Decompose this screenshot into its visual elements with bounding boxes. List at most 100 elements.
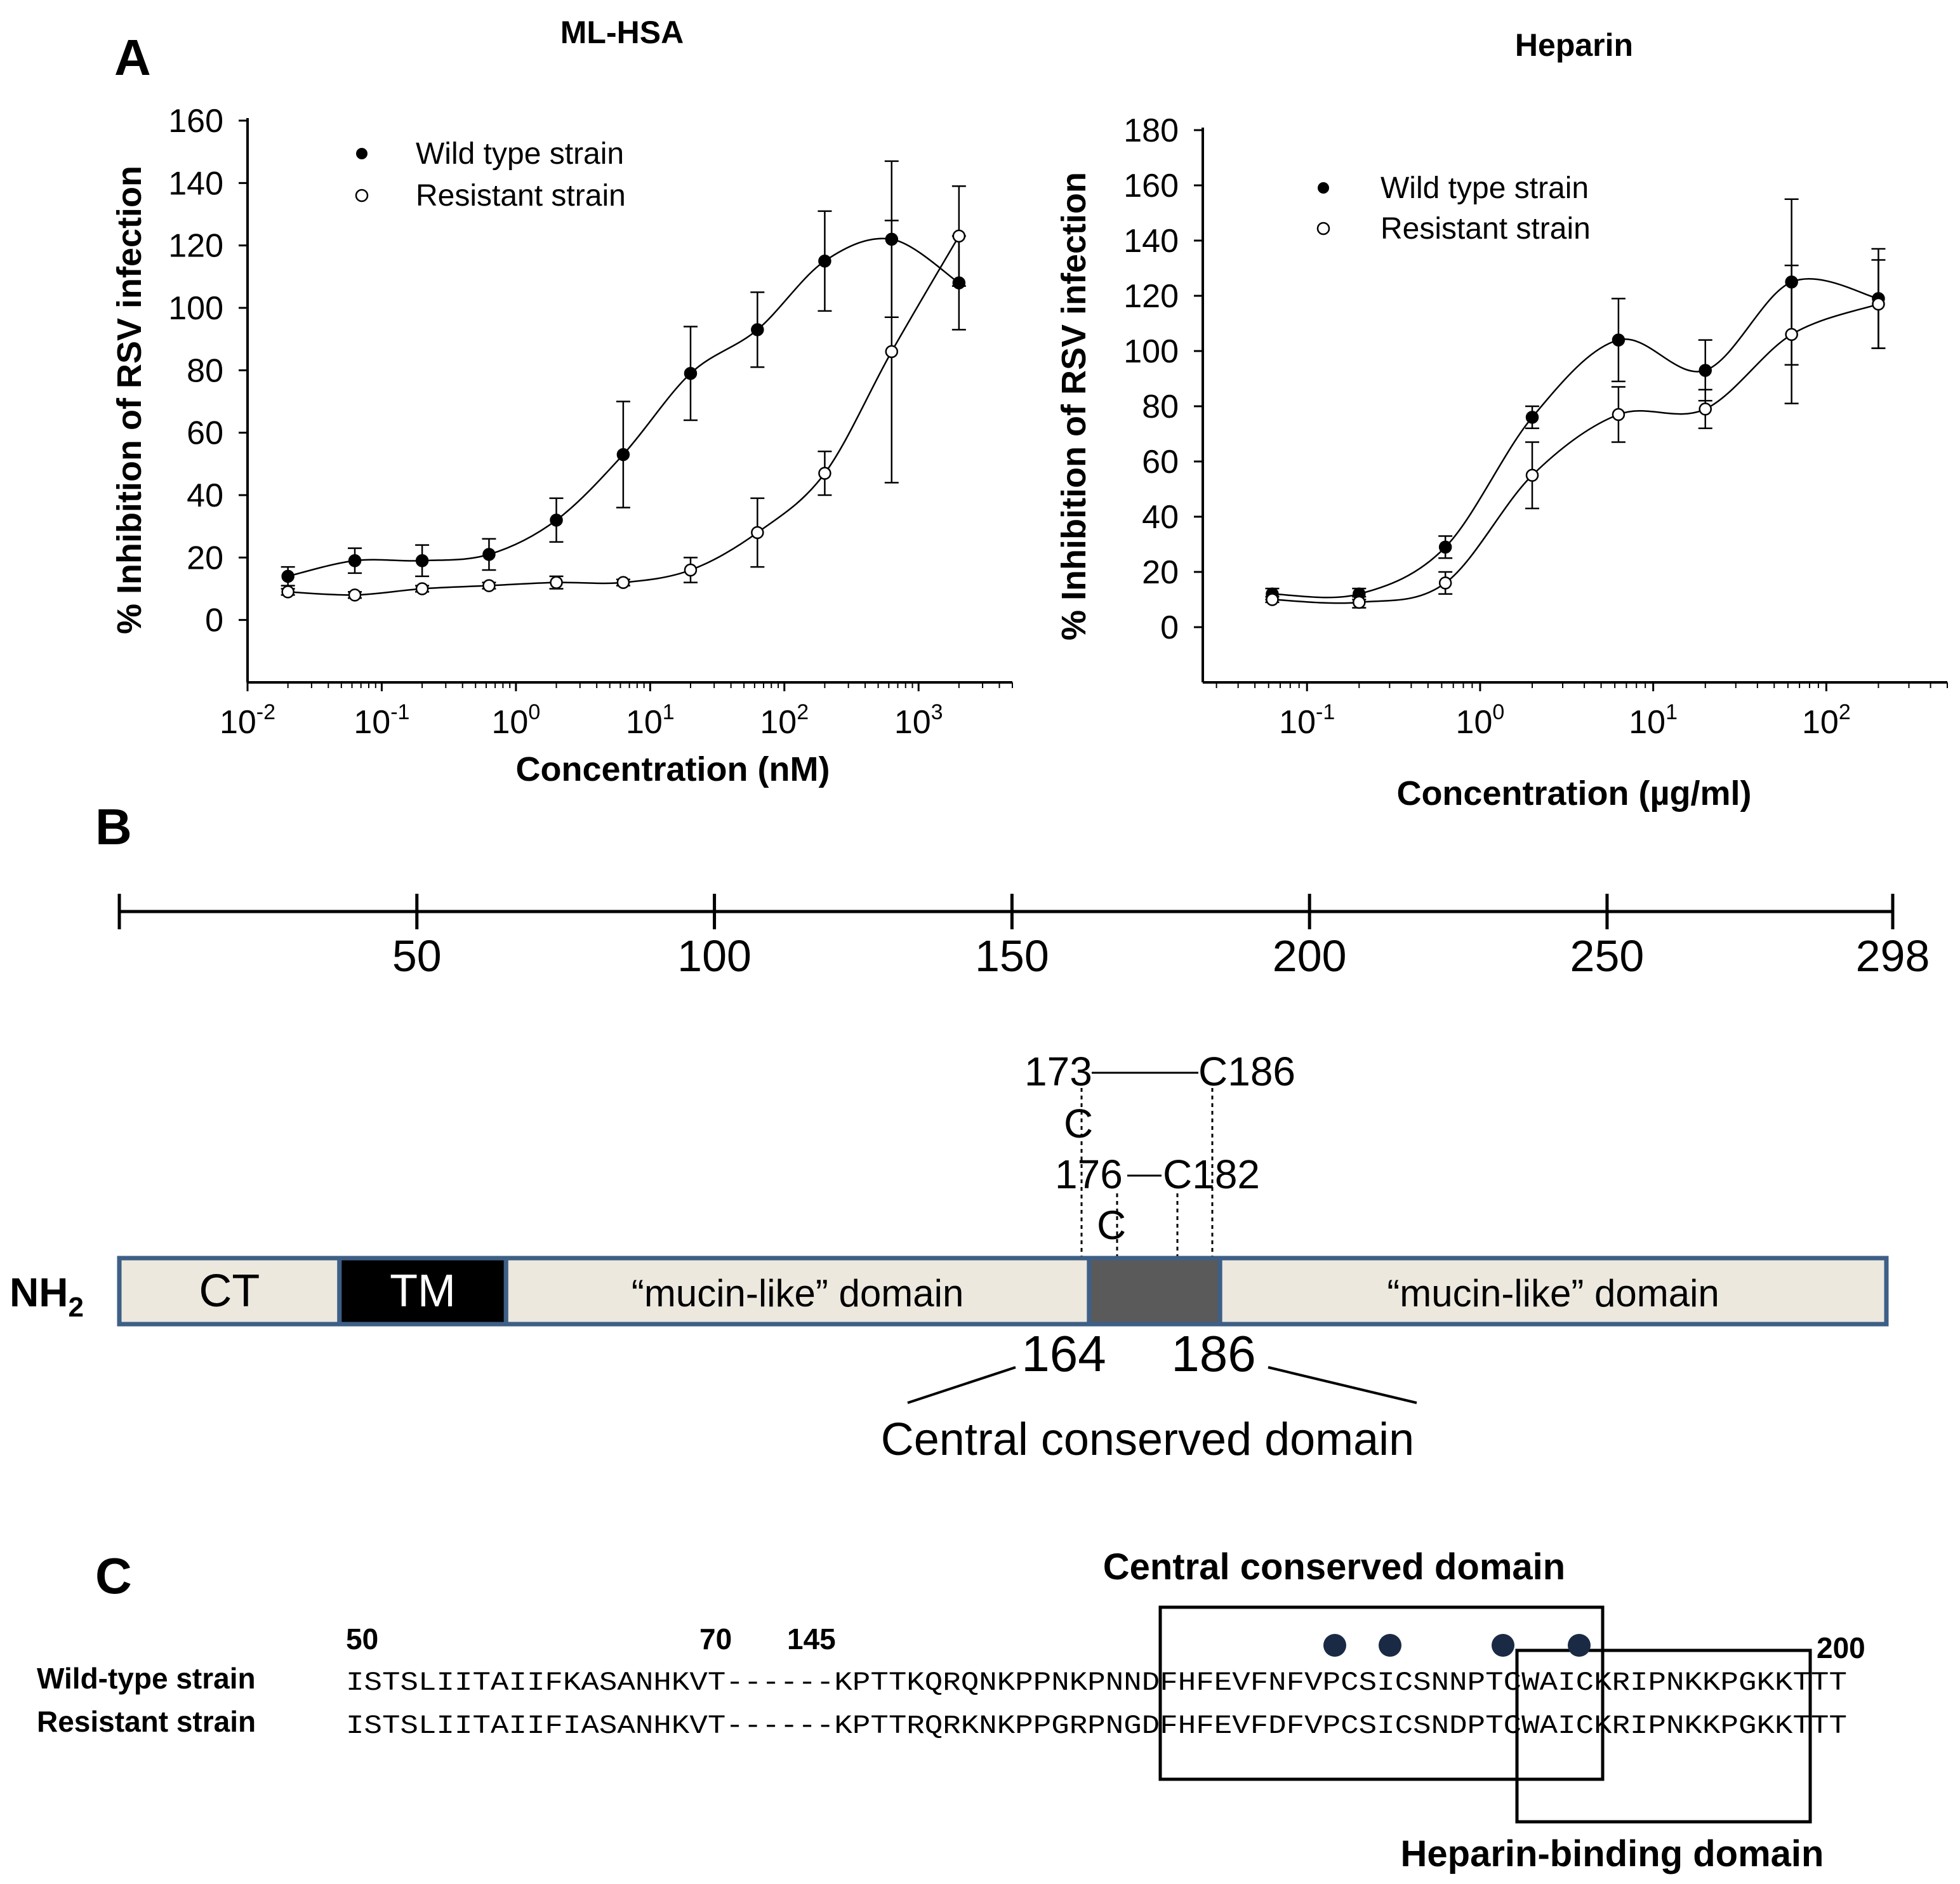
data-point-open (818, 467, 831, 480)
data-point-open (751, 526, 764, 540)
domain-segment-1 (337, 1256, 508, 1327)
panel-label-c: C (95, 1548, 132, 1604)
data-point-open (1266, 593, 1279, 606)
data-point-open (550, 576, 563, 589)
x-tick-label: 100 (492, 700, 541, 741)
cys-c186-label: C186 (1198, 1049, 1295, 1094)
heparin-binding-heading: Heparin-binding domain (1401, 1833, 1824, 1874)
cysteine-marker (1492, 1634, 1514, 1657)
position-200: 200 (1817, 1631, 1865, 1664)
y-tick-label: 160 (1123, 168, 1179, 204)
domain-label-2: “mucin-like” domain (632, 1272, 963, 1315)
residue-scale-bar: 50 100 150 200 250 298 (117, 894, 1930, 981)
data-point-filled (751, 323, 764, 336)
ccd-box (1158, 1605, 1605, 1781)
data-point-open (1785, 328, 1798, 342)
g-protein-domain-map: NH2 173 C186 C 176 C182 C 164 186 Centra… (10, 1049, 1889, 1465)
cysteine-marker (1323, 1634, 1346, 1657)
y-tick-label: 40 (187, 477, 223, 514)
ccd-heading: Central conserved domain (1103, 1546, 1565, 1588)
legend-marker-resistant (1316, 222, 1330, 236)
domain-label-1: TM (390, 1266, 456, 1317)
ccd-end-number: 186 (1171, 1325, 1255, 1382)
data-point-filled (1612, 333, 1626, 347)
x-tick-label: 103 (894, 700, 943, 741)
x-tick-label: 102 (1802, 700, 1851, 741)
chart-title: ML-HSA (560, 15, 684, 50)
y-tick-label: 100 (1123, 333, 1179, 370)
x-tick-label: 10-1 (1279, 700, 1335, 741)
y-tick-label: 80 (1142, 388, 1179, 425)
data-point-filled (415, 554, 429, 567)
fit-curve-filled (288, 237, 960, 578)
data-point-open (952, 229, 966, 243)
sequence-wild-type: ISTSLIITAIIFKASANHKVT------KPTTKQRQNKPPN… (346, 1668, 1847, 1698)
ccd-caption: Central conserved domain (881, 1414, 1414, 1465)
cysteine-marker (1379, 1634, 1401, 1657)
data-point-filled (348, 554, 362, 567)
y-tick-label: 140 (1123, 223, 1179, 260)
x-axis-label: Concentration (nM) (516, 750, 830, 788)
sequence-alignment: Central conserved domain 50 70 145 200 W… (37, 1546, 1865, 1874)
legend-marker-wild (356, 148, 368, 159)
data-point-filled (616, 448, 630, 461)
x-tick-label: 10-2 (220, 700, 275, 741)
data-point-filled (1698, 364, 1712, 377)
y-tick-label: 120 (1123, 278, 1179, 315)
fit-curve-open (288, 236, 960, 596)
data-point-open (482, 579, 496, 592)
chart-heparin: Heparin % Inhibition of RSV infection Co… (1055, 27, 1948, 813)
y-tick-label: 20 (187, 540, 223, 576)
data-point-open (1438, 576, 1452, 590)
data-point-open (1612, 408, 1626, 421)
data-point-open (684, 563, 698, 577)
y-axis-label: % Inhibition of RSV infection (1055, 172, 1093, 640)
fit-curve-open (1272, 303, 1879, 604)
row-label-resistant: Resistant strain (37, 1705, 256, 1738)
legend-label-resistant: Resistant strain (416, 179, 626, 213)
x-tick-label: 101 (626, 700, 675, 741)
scale-tick-label: 100 (677, 931, 752, 981)
legend-label-resistant: Resistant strain (1381, 212, 1591, 246)
y-tick-label: 80 (187, 352, 223, 389)
scale-tick-label: 298 (1856, 931, 1930, 981)
data-point-open (281, 585, 295, 599)
scale-tick-label: 250 (1570, 931, 1645, 981)
y-tick-label: 100 (168, 290, 223, 327)
data-point-filled (1525, 411, 1539, 424)
legend-marker-resistant (355, 189, 369, 202)
scale-tick-label: 200 (1273, 931, 1347, 981)
data-point-open (885, 345, 899, 359)
legend-label-wild: Wild type strain (1381, 171, 1589, 205)
x-tick-label: 102 (760, 700, 809, 741)
data-point-open (348, 588, 362, 602)
fit-curve-filled (1272, 278, 1879, 599)
data-point-filled (281, 569, 295, 583)
n-terminus-label: NH2 (10, 1270, 84, 1323)
y-tick-label: 0 (205, 602, 223, 639)
chart-legend: Wild type strain Resistant strain (355, 137, 626, 213)
data-point-open (1525, 468, 1539, 482)
x-tick-label: 100 (1456, 700, 1505, 741)
data-point-filled (684, 367, 698, 380)
data-point-open (415, 582, 429, 595)
scale-tick-label: 50 (392, 931, 442, 981)
data-point-open (1353, 595, 1366, 609)
chart-legend: Wild type strain Resistant strain (1316, 171, 1591, 246)
position-50: 50 (346, 1622, 378, 1655)
chart-ml-hsa: ML-HSA % Inhibition of RSV infection Con… (110, 15, 1013, 788)
y-tick-label: 20 (1142, 554, 1179, 591)
cysteine-marker (1568, 1634, 1591, 1657)
cys-c-label-1: C (1064, 1101, 1093, 1146)
heparin-binding-box (1515, 1648, 1812, 1824)
cys-173-label: 173 (1024, 1049, 1092, 1094)
row-label-wild-type: Wild-type strain (37, 1662, 256, 1695)
data-point-filled (818, 255, 831, 268)
legend-marker-wild (1318, 182, 1329, 194)
y-tick-label: 60 (1142, 444, 1179, 481)
position-70: 70 (699, 1622, 732, 1655)
y-tick-label: 60 (187, 415, 223, 452)
y-tick-label: 160 (168, 103, 223, 140)
sequence-resistant: ISTSLIITAIIFIASANHKVT------KPTTRQRKNKPPG… (346, 1711, 1847, 1741)
